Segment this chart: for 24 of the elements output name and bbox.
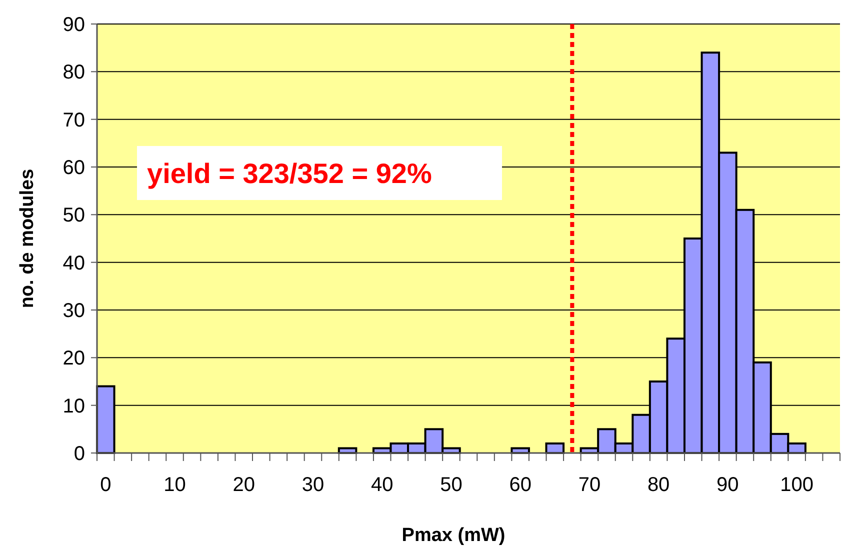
y-tick-label: 0 — [74, 443, 85, 465]
x-tick-label: 20 — [232, 474, 255, 496]
y-tick-label: 60 — [62, 157, 85, 179]
y-tick-label: 50 — [62, 204, 85, 227]
y-tick-label: 10 — [62, 395, 85, 418]
x-tick-label: 50 — [440, 474, 462, 496]
x-tick-label: 80 — [647, 474, 670, 496]
x-tick-label: 30 — [302, 474, 324, 496]
y-tick-label: 80 — [62, 62, 85, 84]
x-tick-label: 70 — [578, 474, 601, 496]
x-axis-title: Pmax (mW) — [402, 525, 506, 546]
annotation: yield = 323/352 = 92% — [147, 158, 432, 189]
y-axis-title: no. de modules — [17, 168, 38, 308]
x-tick-label: 90 — [716, 474, 739, 496]
x-tick-label: 100 — [780, 474, 814, 496]
y-tick-label: 20 — [62, 348, 85, 370]
y-tick-label: 70 — [62, 109, 85, 132]
y-tick-label: 30 — [62, 300, 85, 322]
y-tick-label: 40 — [62, 252, 85, 274]
y-tick-label: 90 — [62, 14, 85, 36]
x-tick-label: 10 — [164, 474, 186, 496]
x-tick-label: 40 — [370, 474, 394, 496]
x-tick-label: 60 — [509, 474, 532, 496]
x-tick-label: 0 — [100, 474, 112, 496]
